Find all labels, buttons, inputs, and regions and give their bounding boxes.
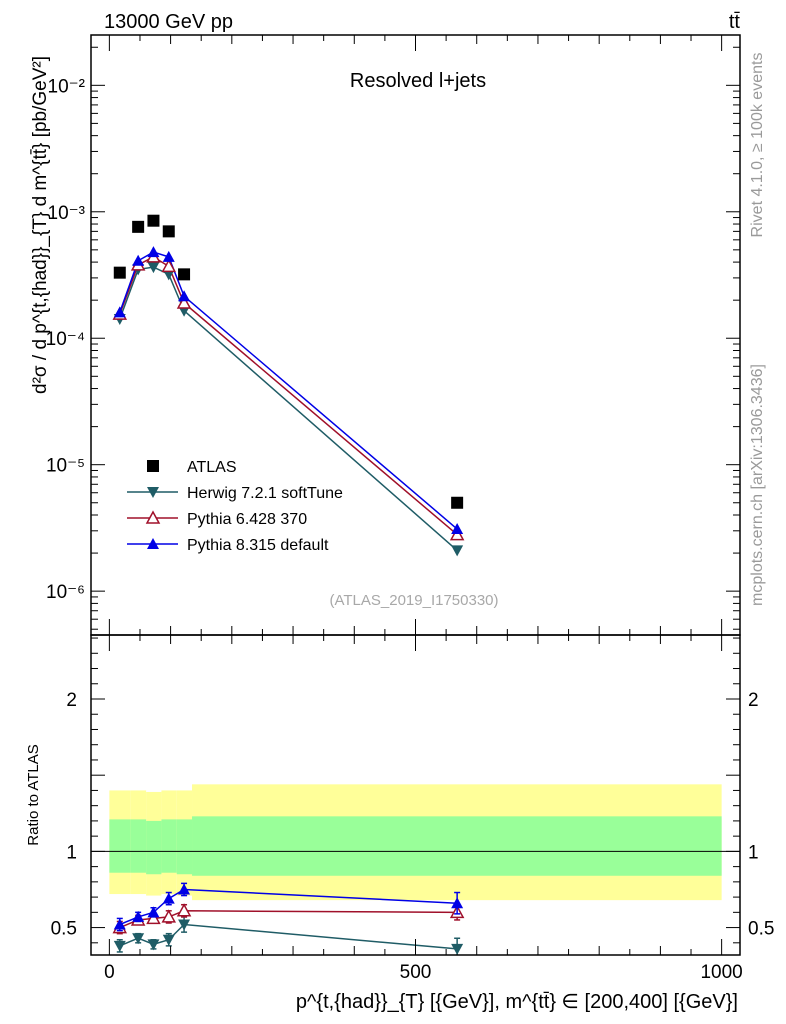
legend-label-herwig-7-2-1-softtune: Herwig 7.2.1 softTune — [187, 485, 343, 502]
atlas-point — [113, 266, 126, 279]
pythia-8-315-default-ratio-point — [147, 906, 160, 918]
atlas-point — [451, 496, 464, 509]
pythia-8-315-default-point — [178, 290, 191, 302]
pythia-6-428-370-point — [176, 295, 192, 309]
legend-marker-pythia-6-428-370 — [145, 510, 161, 524]
herwig-7-2-1-softtune-line — [119, 266, 458, 551]
pythia-8-315-default-ratio-point — [162, 892, 175, 904]
herwig-7-2-1-softtune-point — [451, 545, 464, 557]
plot-title: Resolved l+jets — [350, 70, 486, 92]
inner-band-bin — [192, 816, 722, 876]
atlas-point — [132, 220, 145, 233]
x-axis-label: p^{t,{had}}_{T} [{GeV}], m^{tt̄} ∈ [200,… — [296, 991, 738, 1013]
y-tick-label: 10⁻⁴ — [46, 329, 85, 350]
pythia-8-315-default-ratio-point — [113, 918, 126, 930]
y-tick-label: 10⁻⁵ — [46, 456, 85, 477]
legend-label-pythia-8-315-default: Pythia 8.315 default — [187, 537, 329, 554]
inner-band-bin — [161, 819, 177, 873]
ratio-panel-series — [112, 882, 465, 955]
axis-tick-labels: 10⁻⁶ 10⁻⁵ 10⁻⁴ 10⁻³ 10⁻² 0.5 0.5 1 1 2 2 0 500 1000 — [46, 76, 775, 983]
pythia-8-315-default-point — [147, 246, 160, 258]
inner-band-bin — [146, 820, 162, 875]
energy-label: 13000 GeV pp — [104, 11, 233, 33]
herwig-7-2-1-softtune-ratio-point — [178, 919, 191, 931]
legend: ATLAS Herwig 7.2.1 softTune Pythia 6.428 3… — [127, 459, 343, 554]
legend-marker-pythia-8-315-default — [147, 538, 159, 549]
pythia-8-315-default-ratio-point — [132, 910, 145, 922]
legend-label-pythia-6-428-370: Pythia 6.428 370 — [187, 511, 307, 528]
legend-label-atlas: ATLAS — [187, 459, 237, 476]
legend-marker-herwig-7-2-1-softtune — [147, 487, 159, 498]
atlas-point — [162, 225, 175, 238]
ratio-y-tick-label: 0.5 — [51, 919, 77, 940]
y-tick-label: 10⁻⁶ — [46, 582, 85, 603]
process-label: tt̄ — [729, 11, 741, 33]
mcplots-label: mcplots.cern.ch [arXiv:1306.3436] — [749, 364, 766, 606]
herwig-7-2-1-softtune-ratio-point — [113, 940, 126, 952]
uncertainty-bands — [109, 784, 722, 901]
inner-band-bin — [176, 819, 193, 875]
pythia-8-315-default-point — [132, 254, 145, 266]
ratio-y-tick-label: 1 — [66, 842, 77, 863]
pythia-6-428-370-point — [161, 258, 177, 273]
pythia-6-428-370-ratio-point — [176, 903, 192, 917]
ratio-y-axis-label: Ratio to ATLAS — [25, 744, 42, 845]
pythia-6-428-370-point — [449, 527, 465, 541]
y-tick-label: 10⁻³ — [48, 203, 86, 224]
axis-ticks — [91, 35, 740, 955]
pythia-8-315-default-point — [162, 250, 175, 262]
ratio-y-tick-label-right: 2 — [748, 690, 759, 711]
herwig-7-2-1-softtune-ratio-point — [162, 934, 175, 946]
y-tick-label: 10⁻² — [48, 76, 86, 97]
pythia-8-315-default-point — [113, 306, 126, 318]
pythia-6-428-370-ratio-point — [146, 910, 161, 925]
inner-band-bin — [130, 819, 147, 873]
ratio-y-tick-label: 2 — [66, 690, 77, 711]
herwig-7-2-1-softtune-ratio-point — [147, 939, 160, 951]
pythia-8-315-default-ratio-point — [178, 883, 191, 895]
legend-marker-atlas — [147, 460, 159, 472]
pythia-6-428-370-line — [119, 256, 458, 536]
herwig-7-2-1-softtune-ratio-point — [132, 933, 145, 945]
rivet-label: Rivet 4.1.0, ≥ 100k events — [749, 53, 766, 238]
ratio-y-tick-label-right: 1 — [748, 842, 759, 863]
inner-band-bin — [109, 819, 131, 873]
x-tick-label: 1000 — [700, 962, 742, 983]
y-axis-label: d²σ / d p^{t,{had}}_{T} d m^{tt̄} [pb/Ge… — [30, 56, 51, 394]
herwig-7-2-1-softtune-ratio-line — [119, 923, 458, 950]
herwig-7-2-1-softtune-point — [147, 262, 160, 274]
x-tick-label: 500 — [400, 962, 432, 983]
pythia-6-428-370-ratio-point — [161, 909, 177, 923]
analysis-id: (ATLAS_2019_I1750330) — [329, 592, 498, 609]
atlas-point — [147, 214, 160, 227]
ratio-y-tick-label-right: 0.5 — [748, 919, 774, 940]
herwig-7-2-1-softtune-ratio-point — [451, 943, 464, 955]
x-tick-label: 0 — [104, 962, 115, 983]
atlas-point — [178, 268, 191, 281]
top-panel-series — [112, 214, 465, 557]
pythia-8-315-default-ratio-point — [451, 897, 464, 909]
pythia-8-315-default-point — [451, 523, 464, 535]
